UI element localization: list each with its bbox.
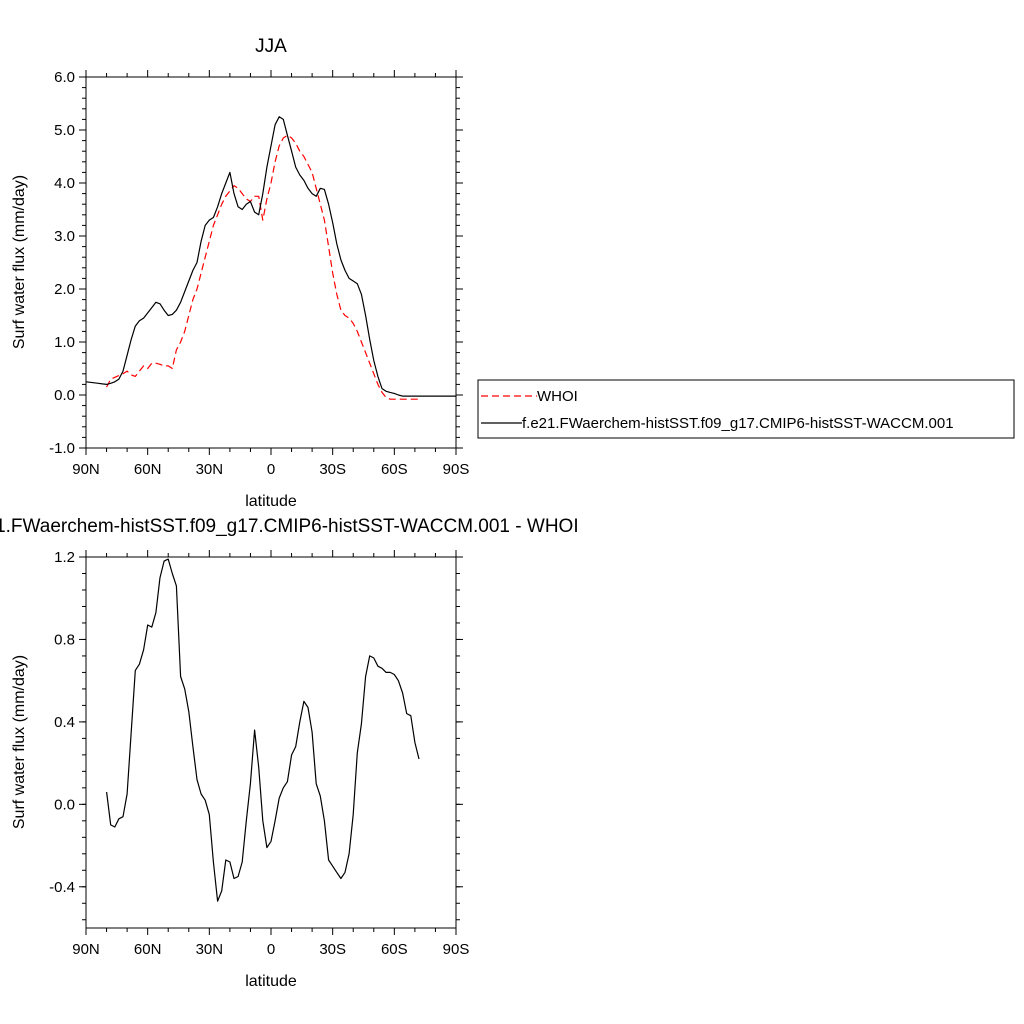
y-tick-label: 4.0 xyxy=(54,175,75,192)
legend-box xyxy=(477,379,1015,439)
x-tick-label: 0 xyxy=(267,461,275,478)
x-tick-label: 60S xyxy=(381,461,408,478)
y-tick-label: 2.0 xyxy=(54,281,75,298)
top-axis-ticks xyxy=(79,70,463,455)
x-tick-label: 90S xyxy=(443,941,470,958)
y-tick-label: 0.4 xyxy=(54,714,75,731)
x-tick-label: 90S xyxy=(443,461,470,478)
x-tick-label: 60S xyxy=(381,941,408,958)
x-tick-label: 60N xyxy=(134,941,162,958)
y-tick-label: 0.8 xyxy=(54,631,75,648)
x-tick-label: 90N xyxy=(72,461,100,478)
bottom-series-lines xyxy=(106,558,420,902)
x-tick-label: 60N xyxy=(134,461,162,478)
y-tick-label: -0.4 xyxy=(49,879,75,896)
y-tick-label: 5.0 xyxy=(54,122,75,139)
legend-label-model: f.e21.FWaerchem-histSST.f09_g17.CMIP6-hi… xyxy=(522,415,954,432)
top-y-axis-label: Surf water flux (mm/day) xyxy=(11,175,28,349)
chart-top: JJA -1.0 0.0 1.0 2.0 3.0 4.0 5.0 6.0 90N 60N 30N 0… xyxy=(11,36,1015,510)
x-tick-label: 30N xyxy=(196,941,224,958)
top-x-tick-labels: 90N 60N 30N 0 30S 60S 90S xyxy=(72,461,469,478)
bottom-plot-frame xyxy=(85,556,457,929)
legend: WHOI f.e21.FWaerchem-histSST.f09_g17.CMI… xyxy=(477,379,1015,439)
bottom-axis-ticks xyxy=(79,550,463,935)
series-line-model xyxy=(85,116,456,397)
y-tick-label: 3.0 xyxy=(54,228,75,245)
y-tick-label: -1.0 xyxy=(49,440,75,457)
bottom-x-tick-labels: 90N 60N 30N 0 30S 60S 90S xyxy=(72,941,469,958)
y-tick-label: 1.0 xyxy=(54,334,75,351)
x-tick-label: 90N xyxy=(72,941,100,958)
x-tick-label: 0 xyxy=(267,941,275,958)
series-line-difference xyxy=(106,558,420,902)
x-tick-label: 30S xyxy=(319,461,346,478)
x-tick-label: 30N xyxy=(196,461,224,478)
bottom-y-axis-label: Surf water flux (mm/day) xyxy=(11,655,28,829)
bottom-chart-title: f.e21.FWaerchem-histSST.f09_g17.CMIP6-hi… xyxy=(0,516,579,537)
top-x-axis-label: latitude xyxy=(245,493,297,510)
top-y-tick-labels: -1.0 0.0 1.0 2.0 3.0 4.0 5.0 6.0 xyxy=(49,69,75,457)
y-tick-label: 0.0 xyxy=(54,796,75,813)
y-tick-label: 1.2 xyxy=(54,549,75,566)
top-series-lines xyxy=(85,116,456,400)
y-tick-label: 6.0 xyxy=(54,69,75,86)
bottom-y-tick-labels: -0.4 0.0 0.4 0.8 1.2 xyxy=(49,549,75,896)
legend-label-whoi: WHOI xyxy=(537,388,578,405)
series-line-whoi xyxy=(106,134,419,400)
x-tick-label: 30S xyxy=(319,941,346,958)
bottom-x-axis-label: latitude xyxy=(245,973,297,990)
chart-bottom: f.e21.FWaerchem-histSST.f09_g17.CMIP6-hi… xyxy=(0,516,579,990)
top-plot-frame xyxy=(85,76,457,449)
y-tick-label: 0.0 xyxy=(54,387,75,404)
top-chart-title: JJA xyxy=(255,36,287,57)
